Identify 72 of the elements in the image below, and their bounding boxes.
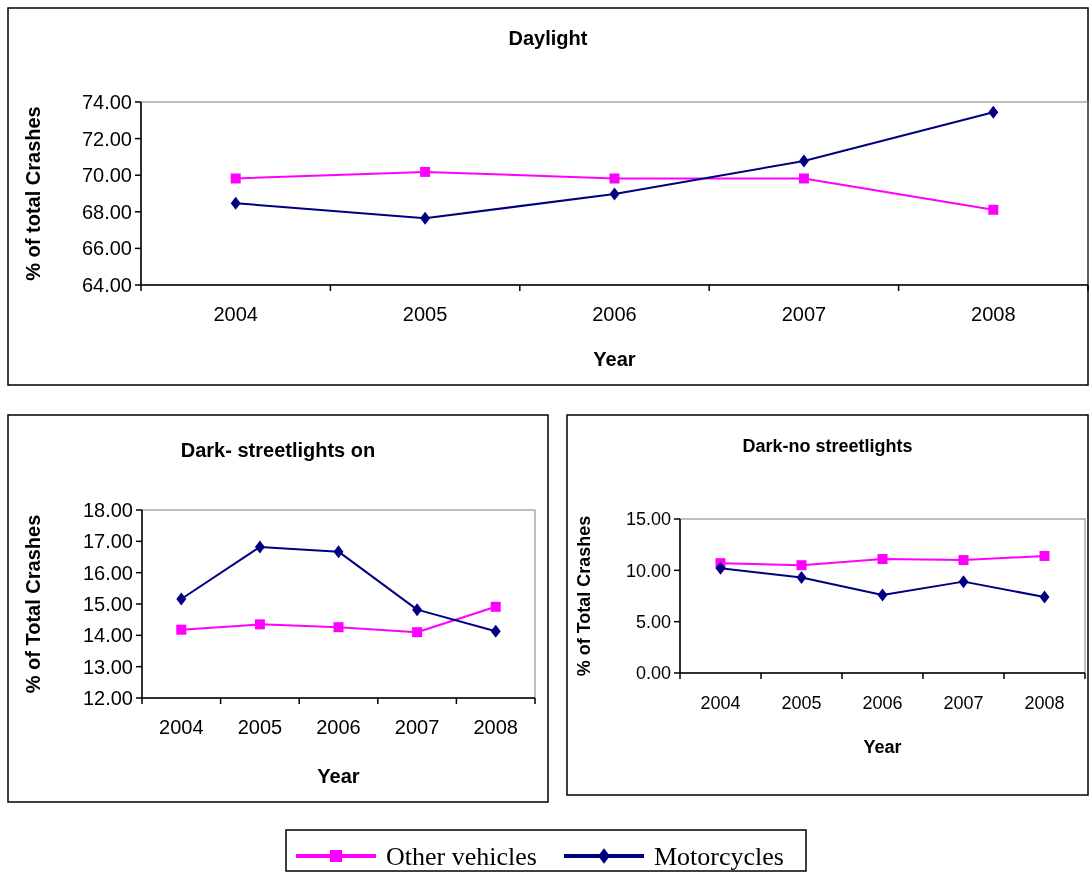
point <box>609 187 620 201</box>
point <box>490 624 501 638</box>
y-axis-title: % of Total Crashes <box>574 515 594 677</box>
x-tick-label: 2004 <box>700 693 741 713</box>
chart-title: Daylight <box>508 27 588 49</box>
y-tick-label: 72.00 <box>81 127 132 150</box>
y-tick-label: 12.00 <box>82 687 133 709</box>
y-tick-label: 14.00 <box>82 624 133 647</box>
y-tick-label: 64.00 <box>81 274 132 296</box>
point <box>798 154 809 168</box>
y-tick-label: 0.00 <box>635 663 671 684</box>
chart-title: Dark- streetlights on <box>180 439 376 461</box>
point <box>333 622 344 633</box>
point <box>609 173 620 184</box>
x-tick-label: 2006 <box>862 693 903 713</box>
x-tick-label: 2008 <box>1024 693 1065 713</box>
point <box>1039 550 1050 561</box>
x-tick-label: 2005 <box>237 716 283 738</box>
point <box>796 560 807 571</box>
y-tick-label: 70.00 <box>81 164 132 187</box>
x-tick-label: 2007 <box>781 303 827 325</box>
y-tick-label: 74.00 <box>81 91 132 113</box>
point <box>958 555 969 566</box>
point <box>420 211 431 225</box>
y-tick-label: 15.00 <box>82 593 133 615</box>
point <box>230 173 241 184</box>
legend-label: Other vehicles <box>386 842 537 872</box>
y-axis-title: % of total Crashes <box>22 106 44 281</box>
y-axis-title: % of Total Crashes <box>22 514 44 694</box>
point <box>798 173 809 184</box>
x-tick-label: 2004 <box>213 303 258 325</box>
x-tick-label: 2006 <box>316 716 361 738</box>
x-tick-label: 2008 <box>971 303 1016 325</box>
x-tick-label: 2007 <box>943 693 984 713</box>
chart-title: Dark-no streetlights <box>742 436 913 456</box>
point <box>988 204 999 215</box>
point <box>958 575 969 589</box>
point <box>176 592 187 606</box>
x-tick-label: 2005 <box>402 303 448 325</box>
point <box>877 554 888 565</box>
point <box>254 619 265 630</box>
point <box>988 105 999 119</box>
x-axis-title: Year <box>317 765 360 787</box>
point <box>1039 590 1050 604</box>
point <box>412 603 423 617</box>
x-axis-title: Year <box>863 737 902 757</box>
y-tick-label: 10.00 <box>625 560 671 581</box>
point <box>715 561 726 575</box>
y-tick-label: 16.00 <box>82 561 133 584</box>
point <box>420 166 431 177</box>
point <box>490 601 501 612</box>
x-tick-label: 2007 <box>394 716 440 738</box>
point <box>412 627 423 638</box>
y-tick-label: 17.00 <box>82 530 133 553</box>
point <box>176 624 187 635</box>
x-axis-title: Year <box>593 348 636 370</box>
y-tick-label: 15.00 <box>625 509 671 530</box>
x-tick-label: 2008 <box>473 716 518 738</box>
y-tick-label: 5.00 <box>635 611 671 632</box>
x-tick-label: 2005 <box>781 693 822 713</box>
point <box>877 588 888 602</box>
point <box>333 545 344 559</box>
y-tick-label: 66.00 <box>81 237 132 260</box>
point <box>230 196 241 210</box>
y-tick-label: 18.00 <box>82 499 133 521</box>
x-tick-label: 2004 <box>159 716 204 738</box>
y-tick-label: 68.00 <box>81 200 132 223</box>
point <box>254 540 265 554</box>
point <box>796 571 807 585</box>
y-tick-label: 13.00 <box>82 655 133 678</box>
x-tick-label: 2006 <box>592 303 637 325</box>
legend-label: Motorcycles <box>654 842 784 872</box>
